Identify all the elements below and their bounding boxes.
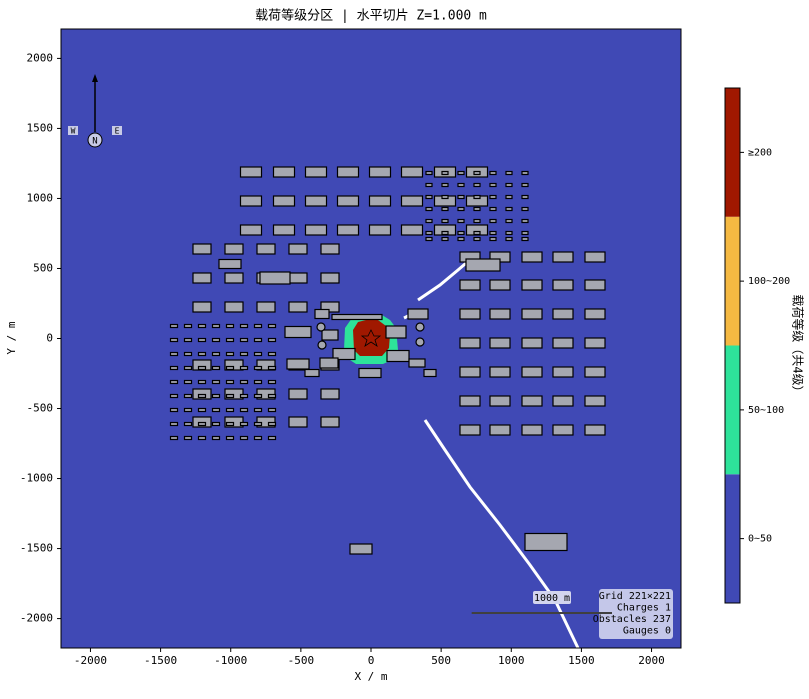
x-tick-label: -2000 bbox=[74, 654, 107, 667]
colorbar-band bbox=[725, 88, 740, 217]
x-axis-label: X / m bbox=[354, 670, 387, 683]
y-axis-label: Y / m bbox=[5, 321, 18, 354]
x-tick-label: 1500 bbox=[568, 654, 595, 667]
y-tick-label: 1500 bbox=[27, 121, 54, 134]
info-line: Obstacles 237 bbox=[593, 614, 671, 625]
y-tick-label: -1000 bbox=[20, 472, 53, 485]
obstacles bbox=[169, 166, 606, 555]
compass-east: E bbox=[115, 127, 120, 136]
info-box bbox=[599, 589, 673, 639]
colorbar-frame bbox=[724, 87, 741, 604]
colorbar-tick-label: ≥200 bbox=[748, 147, 772, 158]
scale-bar-label: 1000 m bbox=[534, 593, 570, 604]
x-tick-label: -1000 bbox=[214, 654, 247, 667]
x-tick-label: 0 bbox=[368, 654, 375, 667]
x-tick-label: 1000 bbox=[498, 654, 525, 667]
y-tick-label: -1500 bbox=[20, 542, 53, 555]
colorbar-band bbox=[725, 216, 740, 346]
compass-west: W bbox=[71, 127, 76, 136]
x-tick-label: 2000 bbox=[638, 654, 665, 667]
compass: N W E bbox=[68, 74, 122, 148]
y-tick-label: 0 bbox=[46, 332, 53, 345]
chart-title: 载荷等级分区 | 水平切片 Z=1.000 m bbox=[255, 8, 487, 24]
y-tick-label: 2000 bbox=[27, 51, 54, 64]
info-line: Gauges 0 bbox=[623, 626, 671, 637]
colorbar-tick-label: 0~50 bbox=[748, 534, 772, 545]
y-tick-label: -2000 bbox=[20, 612, 53, 625]
x-tick-label: -500 bbox=[288, 654, 315, 667]
compass-north: N bbox=[92, 137, 97, 147]
x-tick-label: 500 bbox=[431, 654, 451, 667]
x-tick-label: -1500 bbox=[144, 654, 177, 667]
hazard-zone bbox=[344, 256, 580, 649]
colorbar-band bbox=[725, 474, 740, 603]
colorbar-band bbox=[725, 345, 740, 475]
scale-label-box bbox=[533, 591, 571, 604]
y-tick-label: -500 bbox=[27, 402, 54, 415]
y-tick-label: 1000 bbox=[27, 191, 54, 204]
info-line: Grid 221×221 bbox=[599, 591, 671, 602]
y-tick-label: 500 bbox=[33, 261, 53, 274]
colorbar-tick-label: 50~100 bbox=[748, 405, 784, 416]
colorbar-tick-label: 100~200 bbox=[748, 276, 790, 287]
colorbar-label: 载荷等级（共4级） bbox=[791, 294, 805, 397]
info-line: Charges 1 bbox=[617, 603, 671, 614]
